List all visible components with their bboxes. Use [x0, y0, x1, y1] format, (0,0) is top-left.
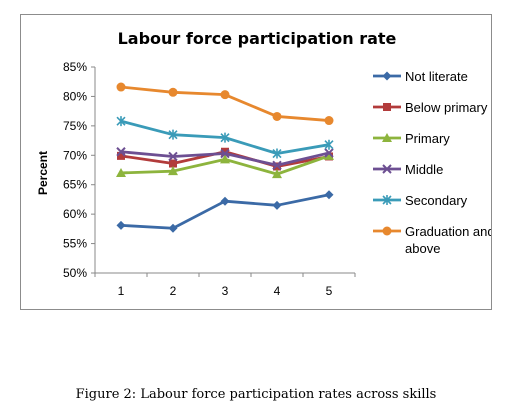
x-tick-label: 1: [118, 284, 125, 298]
legend-marker-primary: [382, 133, 392, 142]
legend-item-secondary: Secondary: [373, 193, 468, 208]
y-axis-title: Percent: [36, 151, 50, 195]
series-middle: [116, 147, 334, 170]
y-tick-label: 55%: [63, 237, 87, 251]
legend-item-not-literate: Not literate: [373, 69, 468, 84]
data-point-graduation-and-above: [116, 82, 126, 92]
data-point-below-primary: [169, 159, 177, 168]
data-point-graduation-and-above: [168, 87, 178, 97]
chart-frame: Labour force participation rate Percent …: [20, 14, 492, 310]
data-point-graduation-and-above: [272, 111, 282, 121]
data-point-graduation-and-above: [220, 90, 230, 100]
data-point-primary: [116, 167, 126, 177]
data-point-middle: [220, 148, 230, 159]
legend-marker-graduation-and-above: [382, 226, 392, 236]
series-graduation-and-above: [116, 82, 334, 126]
plot-area: 50% 55% 60% 65% 70% 75% 80% 85% 1 2 3 4 5: [63, 60, 356, 298]
data-point-middle: [168, 151, 178, 162]
data-point-secondary: [168, 129, 178, 140]
legend-label-secondary: Secondary: [405, 193, 468, 208]
data-point-not-literate: [116, 220, 126, 230]
legend-label-middle: Middle: [405, 162, 443, 177]
legend-label-below-primary: Below primary: [405, 100, 488, 115]
y-tick-label: 75%: [63, 119, 87, 133]
data-point-below-primary: [117, 151, 125, 160]
x-tick-label: 5: [326, 284, 333, 298]
legend-label-primary: Primary: [405, 131, 450, 146]
y-tick-label: 60%: [63, 207, 87, 221]
data-point-not-literate: [168, 223, 178, 233]
y-tick-label: 80%: [63, 89, 87, 103]
y-tick-label: 65%: [63, 178, 87, 192]
legend-item-middle: Middle: [373, 162, 443, 177]
data-point-not-literate: [324, 190, 334, 200]
legend-label-graduation-and-above: Graduation and above: [405, 224, 491, 256]
legend-item-graduation-and-above: Graduation and above: [373, 224, 491, 256]
series-primary: [116, 150, 334, 179]
series-not-literate: [116, 190, 334, 233]
data-point-secondary: [324, 139, 334, 150]
data-point-primary: [272, 169, 282, 179]
data-point-primary: [324, 150, 334, 160]
figure-caption: Figure 2: Labour force participation rat…: [75, 387, 437, 402]
data-point-primary: [168, 166, 178, 176]
legend-item-below-primary: Below primary: [373, 100, 488, 115]
data-point-below-primary: [221, 147, 229, 156]
y-tick-label: 70%: [63, 148, 87, 162]
line-chart: Labour force participation rate Percent …: [36, 29, 491, 298]
x-tick-label: 4: [274, 284, 281, 298]
data-point-primary: [220, 154, 230, 164]
data-point-not-literate: [272, 200, 282, 210]
legend-label-not-literate: Not literate: [405, 69, 468, 84]
legend-item-primary: Primary: [373, 131, 450, 146]
data-point-middle: [116, 147, 126, 157]
x-tick-label: 2: [170, 284, 177, 298]
chart-title: Labour force participation rate: [118, 29, 397, 48]
legend-marker-below-primary: [383, 103, 391, 111]
y-tick-label: 85%: [63, 60, 87, 74]
data-point-not-literate: [220, 196, 230, 206]
legend-marker-middle: [382, 164, 392, 174]
data-point-graduation-and-above: [324, 116, 334, 126]
series-secondary: [116, 116, 334, 159]
legend-marker-secondary: [382, 195, 392, 205]
data-point-secondary: [116, 116, 126, 127]
data-point-secondary: [272, 148, 282, 159]
legend: Not literate Below primary Primary Middle Se…: [373, 69, 491, 256]
data-point-middle: [272, 160, 282, 170]
data-point-middle: [324, 148, 334, 158]
x-tick-label: 3: [222, 284, 229, 298]
data-point-secondary: [220, 132, 230, 143]
y-tick-label: 50%: [63, 266, 87, 280]
legend-marker-not-literate: [382, 71, 392, 81]
